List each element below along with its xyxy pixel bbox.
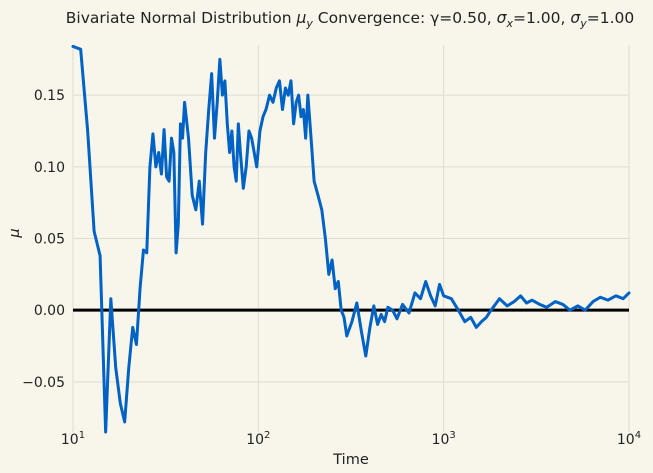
y-tick-label-4: 0.15 xyxy=(34,88,65,104)
series-line-0 xyxy=(71,44,631,434)
series-lines xyxy=(71,44,631,434)
y-tick-label-0: −0.05 xyxy=(22,375,65,391)
y-tick-labels: −0.05 0.00 0.05 0.10 0.15 xyxy=(22,88,65,391)
x-axis-label: Time xyxy=(332,452,369,468)
y-tick-label-1: 0.00 xyxy=(34,303,65,319)
y-tick-label-3: 0.10 xyxy=(34,160,65,176)
y-axis-label: μ xyxy=(7,228,23,238)
chart-title: Bivariate Normal Distribution μy Converg… xyxy=(66,9,634,30)
y-tick-label-2: 0.05 xyxy=(34,232,65,248)
x-tick-label-1: 102 xyxy=(246,430,270,448)
x-tick-label-0: 101 xyxy=(61,430,85,448)
x-tick-label-2: 103 xyxy=(432,430,456,448)
x-tick-label-3: 104 xyxy=(617,430,641,448)
x-tick-labels: 101 102 103 104 xyxy=(61,430,641,448)
